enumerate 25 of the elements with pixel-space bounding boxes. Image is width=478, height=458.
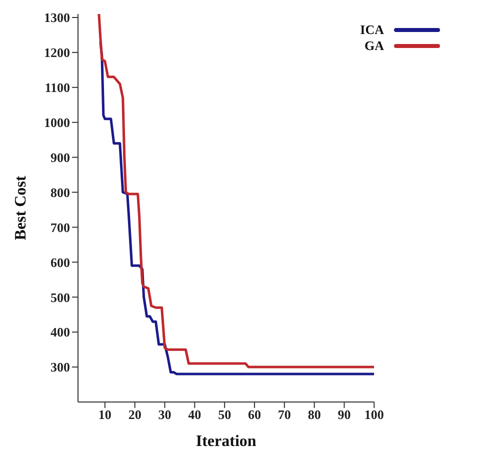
x-tick-label: 70: [278, 407, 291, 422]
y-tick-label: 1000: [44, 114, 70, 130]
y-tick-label: 500: [50, 290, 70, 305]
x-tick-label: 50: [218, 407, 232, 422]
x-axis-title: Iteration: [196, 433, 256, 450]
y-tick-label: 900: [50, 150, 70, 165]
x-tick-label: 40: [188, 407, 202, 422]
legend-label: ICA: [360, 22, 384, 38]
y-tick-label: 700: [50, 220, 70, 235]
y-axis-title: Best Cost: [12, 175, 30, 240]
y-tick-label: 1100: [44, 80, 70, 96]
x-tick-label: 80: [308, 407, 321, 422]
x-tick-label: 100: [364, 407, 384, 422]
y-tick-label: 400: [50, 324, 70, 340]
x-tick-label: 10: [98, 407, 112, 422]
x-tick-label: 20: [128, 407, 142, 422]
y-tick-label: 1200: [44, 45, 70, 60]
y-tick-label: 800: [50, 184, 70, 200]
x-tick-label: 90: [338, 407, 351, 422]
y-tick-label: 300: [50, 360, 70, 375]
y-tick-label: 1300: [44, 10, 70, 26]
y-tick-label: 600: [50, 254, 70, 270]
x-tick-label: 60: [248, 407, 261, 422]
legend-label: GA: [364, 38, 384, 54]
x-tick-label: 30: [158, 407, 172, 422]
